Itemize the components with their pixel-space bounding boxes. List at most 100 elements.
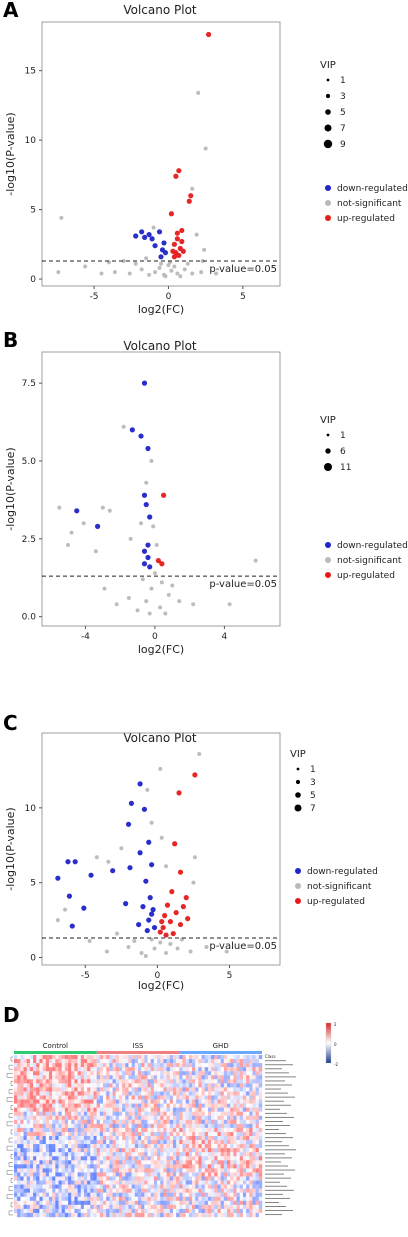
heat-cell	[207, 1168, 212, 1173]
heat-cell	[153, 1079, 158, 1084]
heat-cell	[103, 1180, 107, 1185]
heat-cell	[176, 1131, 180, 1137]
heat-cell	[246, 1204, 250, 1210]
heat-cell	[242, 1180, 247, 1185]
heat-cell	[96, 1087, 101, 1092]
legend-size-label: 1	[340, 431, 346, 441]
heat-cell	[201, 1200, 205, 1206]
heat-cell	[83, 1071, 88, 1076]
heat-cell	[144, 1200, 148, 1206]
heat-cell	[33, 1095, 37, 1100]
heat-cell	[223, 1075, 228, 1080]
heat-cell	[68, 1059, 72, 1064]
heat-cell	[258, 1184, 263, 1189]
heat-cell	[68, 1140, 72, 1145]
heat-cell	[192, 1136, 196, 1141]
heat-cell	[74, 1059, 78, 1064]
x-axis-label: log2(FC)	[138, 303, 184, 316]
heat-cell	[242, 1087, 247, 1092]
heat-cell	[90, 1188, 94, 1193]
heat-cell	[26, 1127, 31, 1133]
chart-title: Volcano Plot	[123, 339, 197, 353]
volcano-chart-b: Volcano Plot-4 0 40.02.55.07.5log2(FC)-log…	[4, 339, 408, 656]
heat-cell	[192, 1103, 196, 1108]
heat-cell	[233, 1059, 237, 1064]
heat-cell	[109, 1184, 113, 1189]
heat-cell	[217, 1204, 221, 1210]
heat-cell	[74, 1152, 78, 1157]
heat-cell	[33, 1168, 37, 1173]
data-point	[175, 946, 180, 951]
heat-cell	[17, 1127, 21, 1133]
plot-frame	[41, 351, 281, 627]
heat-cell	[96, 1180, 101, 1185]
heat-cell	[23, 1123, 27, 1129]
panel-label: A	[3, 0, 19, 22]
heat-cell	[144, 1192, 148, 1197]
heat-cell	[134, 1168, 139, 1173]
heat-cell	[201, 1192, 205, 1197]
heat-cell	[217, 1184, 221, 1189]
heat-cell	[138, 1115, 142, 1120]
heat-cell	[42, 1083, 46, 1088]
heat-cell	[230, 1063, 234, 1068]
heat-cell	[128, 1188, 132, 1193]
heat-cell	[195, 1156, 199, 1161]
heat-cell	[134, 1119, 139, 1125]
heat-cell	[150, 1127, 155, 1133]
heat-cell	[166, 1168, 170, 1173]
heat-cell	[214, 1172, 218, 1177]
heat-cell	[23, 1164, 27, 1169]
heat-cell	[249, 1140, 253, 1145]
data-point	[177, 921, 184, 928]
heat-cell	[80, 1144, 85, 1149]
heat-cell	[20, 1152, 24, 1157]
heat-cell	[211, 1111, 215, 1116]
heat-cell	[147, 1184, 151, 1189]
heat-cell	[134, 1099, 139, 1104]
heat-cell	[64, 1140, 69, 1145]
heat-cell	[179, 1087, 183, 1092]
heat-cell	[172, 1119, 177, 1125]
heat-cell	[36, 1196, 40, 1201]
heat-cell	[230, 1111, 234, 1116]
heat-cell	[26, 1196, 31, 1201]
heat-cell	[185, 1103, 190, 1108]
y-tick-label: 0.0	[22, 613, 37, 623]
heat-cell	[169, 1067, 174, 1072]
heat-cell	[198, 1176, 202, 1181]
data-point	[157, 929, 163, 935]
heat-cell	[61, 1188, 66, 1193]
heat-cell	[179, 1176, 183, 1181]
heat-cell	[87, 1083, 91, 1088]
heat-cell	[93, 1095, 97, 1100]
heat-cell	[166, 1196, 170, 1201]
heat-cell	[182, 1111, 186, 1116]
heat-cell	[233, 1099, 237, 1104]
heat-cell	[45, 1123, 50, 1129]
heat-cell	[182, 1144, 186, 1149]
heat-cell	[48, 1204, 53, 1210]
heat-cell	[192, 1160, 196, 1165]
x-tick-label: -5	[90, 292, 99, 302]
heat-cell	[20, 1148, 24, 1153]
heat-cell	[118, 1083, 123, 1088]
heat-cell	[223, 1136, 228, 1141]
heat-cell	[77, 1083, 81, 1088]
heat-cell	[223, 1156, 228, 1161]
heat-cell	[227, 1140, 231, 1145]
heat-cell	[112, 1063, 116, 1068]
heat-cell	[239, 1212, 244, 1218]
heat-cell	[239, 1123, 244, 1129]
heat-cell	[147, 1180, 151, 1185]
heat-cell	[115, 1091, 120, 1096]
heat-cell	[182, 1063, 186, 1068]
heat-cell	[204, 1208, 209, 1214]
heat-cell	[131, 1115, 136, 1120]
heat-cell	[223, 1087, 228, 1092]
heat-cell	[201, 1095, 205, 1100]
heat-cell	[99, 1083, 104, 1088]
heat-cell	[246, 1067, 250, 1072]
heat-cell	[192, 1123, 196, 1129]
heat-cell	[246, 1083, 250, 1088]
